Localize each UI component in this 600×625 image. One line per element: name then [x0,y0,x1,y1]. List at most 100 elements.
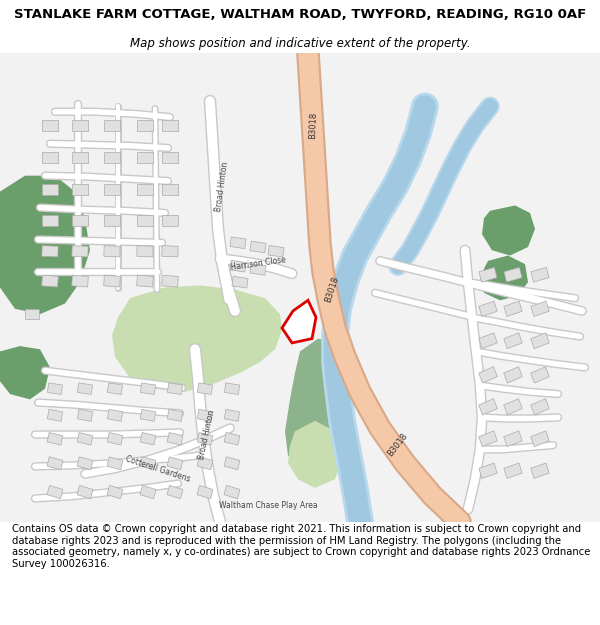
Bar [77,457,93,470]
Bar [230,261,246,272]
Text: Cotterell Gardens: Cotterell Gardens [125,454,191,483]
Text: B3018: B3018 [386,432,410,459]
Text: Contains OS data © Crown copyright and database right 2021. This information is : Contains OS data © Crown copyright and d… [12,524,590,569]
Bar [224,383,239,394]
Text: Broad Hinton: Broad Hinton [214,161,230,212]
Bar [232,276,248,288]
Bar [531,431,549,447]
Bar [504,463,522,479]
Bar [71,275,88,287]
Bar [268,246,284,257]
Bar [42,246,58,257]
Bar [531,333,549,349]
Bar [104,246,120,257]
Bar [104,275,121,287]
Bar [140,432,156,445]
Text: Harrison Close: Harrison Close [230,256,286,272]
Bar [197,383,212,394]
Bar [162,215,178,226]
Bar [107,383,122,394]
Bar [25,309,39,319]
Bar [137,120,153,131]
Bar [47,486,63,499]
Polygon shape [112,286,282,392]
Bar [42,184,58,195]
Bar [197,486,213,499]
Bar [140,409,155,421]
Text: Broad Hinton: Broad Hinton [197,409,217,460]
Polygon shape [288,421,345,488]
Bar [504,301,522,316]
Bar [479,367,497,383]
Bar [137,184,153,195]
Bar [137,275,154,287]
Bar [504,333,522,349]
Bar [140,383,155,394]
Bar [167,457,183,470]
Bar [479,301,497,316]
Polygon shape [482,206,535,256]
Bar [72,152,88,163]
Bar [72,215,88,226]
Bar [167,486,183,499]
Bar [47,383,62,394]
Bar [104,120,120,131]
Polygon shape [282,300,316,343]
Bar [197,457,213,470]
Bar [162,184,178,195]
Bar [504,268,522,282]
Bar [77,486,93,499]
Bar [531,367,549,383]
Bar [72,120,88,131]
Bar [104,184,120,195]
Bar [479,268,497,282]
Polygon shape [0,53,600,522]
Bar [140,457,156,470]
Text: B3018: B3018 [323,276,340,304]
Bar [224,457,240,470]
Bar [42,152,58,163]
Bar [77,409,92,421]
Bar [137,215,153,226]
Bar [107,486,123,499]
Bar [504,399,522,415]
Bar [107,432,123,445]
Bar [77,432,93,445]
Bar [224,432,240,445]
Bar [42,215,58,226]
Bar [140,486,156,499]
Bar [197,432,213,445]
Text: Map shows position and indicative extent of the property.: Map shows position and indicative extent… [130,37,470,50]
Bar [77,383,92,394]
Bar [162,120,178,131]
Bar [137,152,153,163]
Text: B3018: B3018 [308,112,318,139]
Bar [72,246,88,257]
Bar [72,184,88,195]
Bar [167,383,182,394]
Bar [479,399,497,415]
Bar [531,463,549,479]
Bar [107,457,123,470]
Bar [531,268,549,282]
Text: STANLAKE FARM COTTAGE, WALTHAM ROAD, TWYFORD, READING, RG10 0AF: STANLAKE FARM COTTAGE, WALTHAM ROAD, TWY… [14,8,586,21]
Polygon shape [480,256,528,300]
Bar [47,409,62,421]
Bar [230,237,246,249]
Bar [104,152,120,163]
Bar [224,409,239,421]
Bar [47,457,63,470]
Bar [504,431,522,447]
Bar [107,409,122,421]
Bar [42,120,58,131]
Text: Waltham Chase Play Area: Waltham Chase Play Area [218,501,317,511]
Bar [250,264,266,275]
Bar [197,409,212,421]
Polygon shape [0,346,50,399]
Bar [137,246,153,257]
Polygon shape [285,339,345,463]
Bar [167,432,183,445]
Bar [479,333,497,349]
Polygon shape [0,176,90,314]
Bar [104,215,120,226]
